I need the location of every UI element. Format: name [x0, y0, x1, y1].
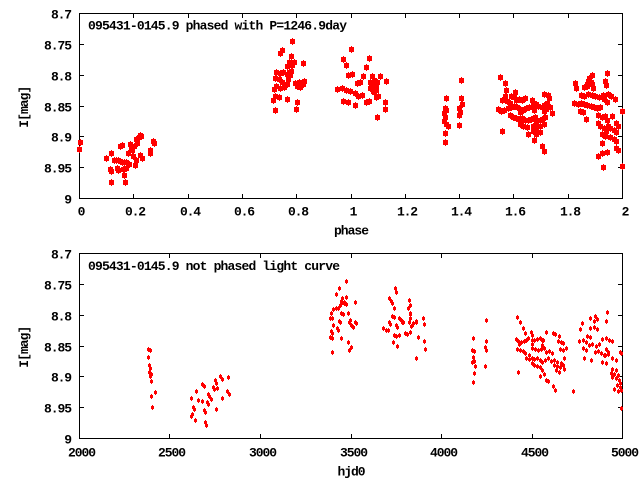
svg-text:8.7: 8.7	[51, 248, 72, 263]
svg-text:0.8: 0.8	[288, 205, 309, 220]
svg-text:3500: 3500	[340, 446, 368, 461]
svg-text:4000: 4000	[430, 446, 458, 461]
svg-text:1.8: 1.8	[560, 205, 581, 220]
svg-text:9: 9	[64, 193, 72, 208]
svg-text:4500: 4500	[521, 446, 549, 461]
svg-text:1.2: 1.2	[397, 205, 418, 220]
svg-text:8.75: 8.75	[44, 39, 72, 54]
svg-text:095431-0145.9 phased with P=12: 095431-0145.9 phased with P=1246.9day	[88, 19, 347, 34]
svg-text:8.7: 8.7	[51, 8, 72, 23]
svg-text:phase: phase	[334, 224, 369, 239]
svg-text:0: 0	[78, 205, 86, 220]
svg-text:0.6: 0.6	[234, 205, 255, 220]
svg-text:2: 2	[622, 205, 630, 220]
svg-text:8.9: 8.9	[51, 131, 72, 146]
svg-text:9: 9	[64, 433, 72, 448]
svg-text:I[mag]: I[mag]	[17, 326, 32, 368]
svg-text:0.4: 0.4	[180, 205, 201, 220]
svg-text:095431-0145.9 not phased light: 095431-0145.9 not phased light curve	[88, 259, 340, 274]
svg-text:0.2: 0.2	[125, 205, 146, 220]
svg-text:8.8: 8.8	[51, 310, 72, 325]
svg-text:8.85: 8.85	[44, 341, 72, 356]
svg-text:1.6: 1.6	[505, 205, 526, 220]
svg-text:8.95: 8.95	[44, 402, 72, 417]
svg-text:8.95: 8.95	[44, 162, 72, 177]
svg-text:2500: 2500	[158, 446, 186, 461]
svg-text:1: 1	[350, 205, 358, 220]
svg-text:hjd0: hjd0	[338, 465, 366, 480]
svg-text:8.85: 8.85	[44, 101, 72, 116]
svg-text:1.4: 1.4	[451, 205, 472, 220]
svg-text:8.8: 8.8	[51, 70, 72, 85]
svg-text:I[mag]: I[mag]	[17, 86, 32, 128]
svg-text:2000: 2000	[68, 446, 96, 461]
svg-text:8.75: 8.75	[44, 279, 72, 294]
svg-text:3000: 3000	[249, 446, 277, 461]
svg-text:5000: 5000	[611, 446, 639, 461]
svg-text:8.9: 8.9	[51, 371, 72, 386]
